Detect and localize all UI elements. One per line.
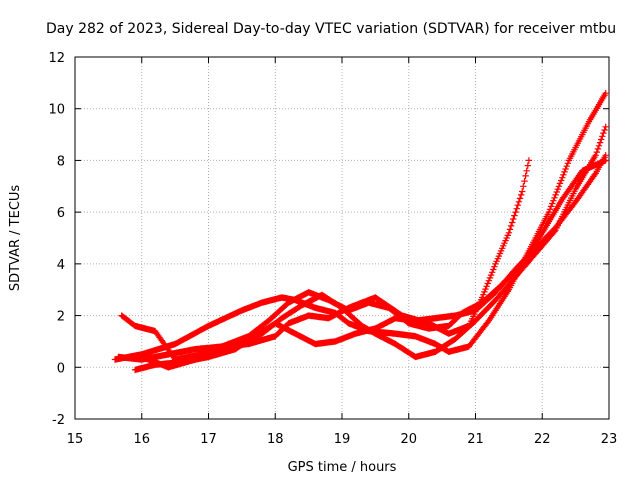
x-axis-label: GPS time / hours bbox=[288, 460, 397, 475]
series-markers bbox=[138, 123, 609, 371]
x-tick-label: 20 bbox=[400, 432, 417, 447]
y-tick-label: 8 bbox=[57, 154, 65, 169]
chart-title: Day 282 of 2023, Sidereal Day-to-day VTE… bbox=[46, 21, 616, 37]
series-track-1 bbox=[115, 157, 533, 363]
x-tick-label: 15 bbox=[67, 432, 84, 447]
y-tick-label: 2 bbox=[57, 310, 65, 325]
series-track-5 bbox=[138, 123, 609, 371]
series-track-4 bbox=[131, 152, 609, 374]
y-tick-label: 0 bbox=[57, 361, 65, 376]
x-tick-label: 16 bbox=[133, 432, 150, 447]
y-tick-label: 10 bbox=[48, 103, 65, 118]
y-tick-label: 4 bbox=[57, 258, 65, 273]
series-markers bbox=[131, 152, 609, 374]
x-tick-label: 17 bbox=[200, 432, 217, 447]
y-tick-label: 12 bbox=[48, 51, 65, 66]
y-tick-label: 6 bbox=[57, 206, 65, 221]
x-tick-label: 18 bbox=[267, 432, 284, 447]
axis-ticks: 15 16 17 18 19 20 21 22 23 -2 0 2 4 6 8 10 12 bbox=[48, 51, 617, 447]
x-tick-label: 22 bbox=[534, 432, 551, 447]
x-tick-label: 21 bbox=[467, 432, 484, 447]
series-markers bbox=[115, 157, 533, 363]
x-tick-label: 23 bbox=[601, 432, 618, 447]
data-markers bbox=[111, 90, 609, 374]
x-tick-label: 19 bbox=[334, 432, 351, 447]
y-tick-label: -2 bbox=[52, 413, 65, 428]
y-axis-label: SDTVAR / TECUs bbox=[8, 185, 23, 292]
